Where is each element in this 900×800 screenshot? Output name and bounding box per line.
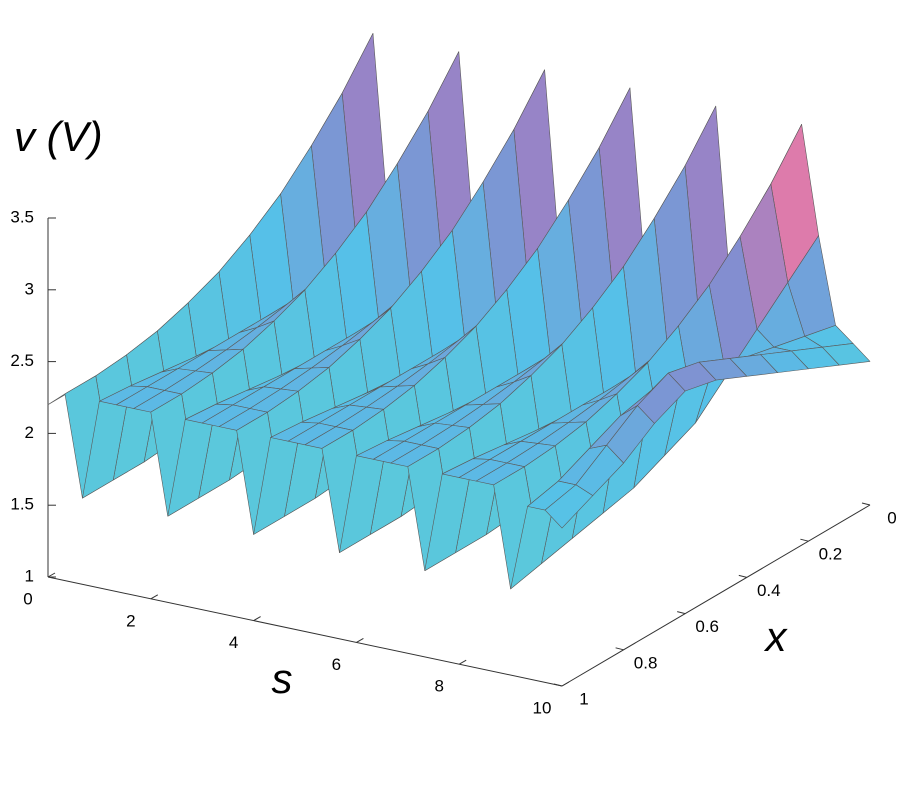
z-tick-label: 1	[25, 566, 34, 585]
s-axis	[47, 576, 563, 687]
x-tick	[861, 502, 871, 506]
s-tick-label: 10	[533, 698, 552, 717]
s-tick	[253, 616, 261, 622]
s-tick	[356, 637, 364, 643]
s-tick-label: 0	[23, 589, 32, 608]
x-tick	[615, 647, 624, 651]
s-axis-label: s	[272, 655, 293, 702]
z-tick-label: 3	[25, 279, 34, 298]
z-tick-label: 2.5	[10, 351, 34, 370]
z-tick-label: 2	[25, 423, 34, 442]
z-tick-label: 1.5	[10, 495, 34, 514]
s-tick	[458, 659, 467, 665]
s-tick	[150, 594, 159, 600]
x-tick-label: 0.2	[819, 545, 843, 564]
x-tick	[800, 538, 809, 542]
x-tick	[738, 574, 747, 578]
s-tick-label: 8	[434, 677, 443, 696]
x-tick-label: 0.4	[757, 581, 781, 600]
s-tick-label: 2	[126, 611, 135, 630]
s-tick	[47, 572, 56, 578]
x-axis	[561, 504, 871, 687]
x-tick-label: 0.6	[695, 617, 719, 636]
x-tick	[553, 683, 563, 687]
surface-cell	[544, 484, 594, 529]
z-tick-label: 3.5	[10, 207, 34, 226]
x-tick-label: 1	[579, 689, 588, 708]
x-tick-label: 0.8	[634, 653, 658, 672]
x-tick	[677, 611, 686, 615]
s-tick-label: 6	[332, 655, 341, 674]
s-tick	[561, 681, 570, 687]
z-axis-label: v (V)	[14, 113, 103, 160]
s-tick-label: 4	[229, 633, 238, 652]
x-axis-label: x	[764, 613, 789, 660]
x-tick-label: 0	[887, 508, 896, 527]
